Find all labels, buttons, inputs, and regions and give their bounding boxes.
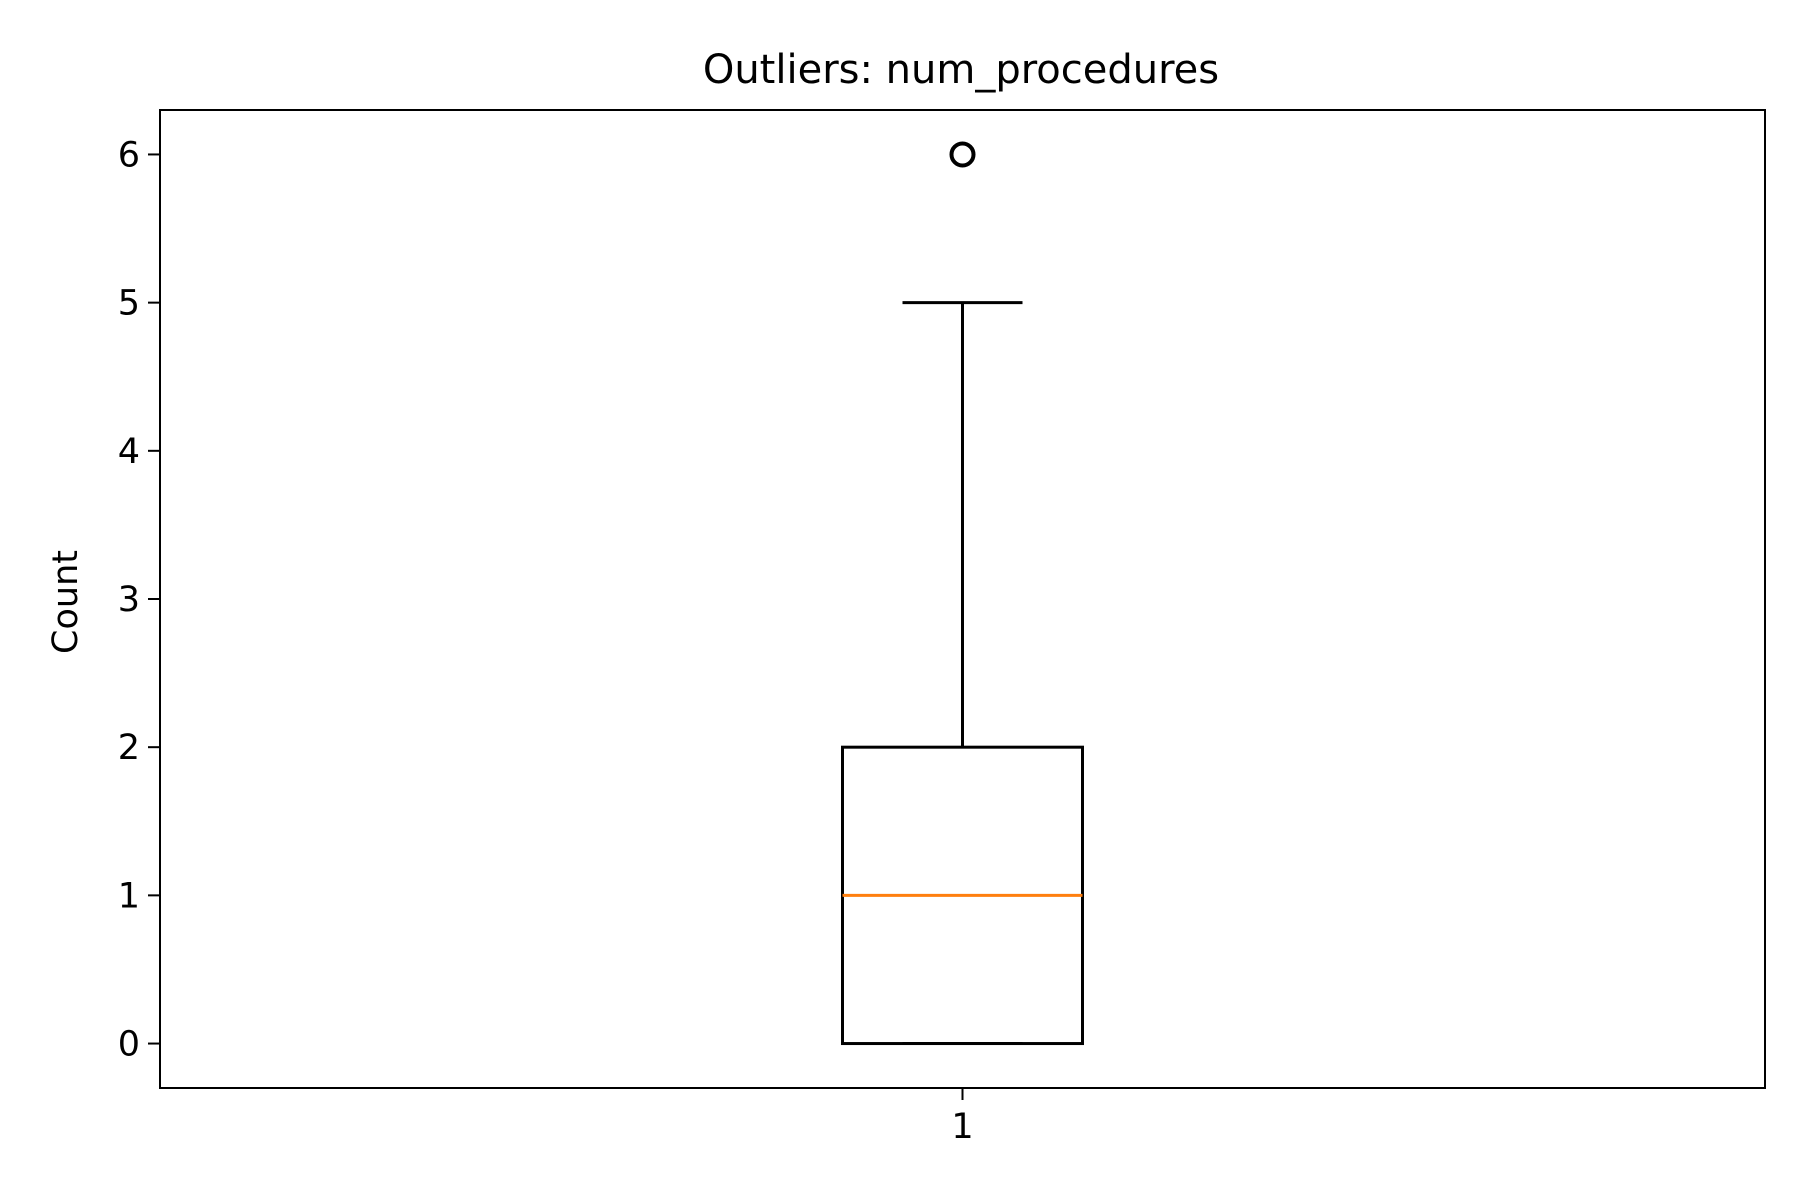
outlier-point bbox=[949, 141, 976, 168]
box-group bbox=[841, 141, 1084, 1046]
y-tick-label: 0 bbox=[118, 1025, 140, 1065]
x-tick-label: 1 bbox=[951, 1107, 973, 1147]
y-tick-label: 4 bbox=[118, 432, 140, 472]
y-tick-label: 1 bbox=[118, 876, 140, 916]
y-tick-label: 2 bbox=[118, 728, 140, 768]
y-axis-label: Count bbox=[46, 550, 86, 654]
y-tick-label: 5 bbox=[118, 284, 140, 324]
y-tick-label: 6 bbox=[118, 135, 140, 175]
chart-title: Outliers: num_procedures bbox=[703, 47, 1219, 93]
x-axis-ticks: 1 bbox=[951, 1088, 974, 1147]
y-axis-ticks: 0 1 2 3 4 5 6 bbox=[118, 135, 160, 1065]
y-tick-label: 3 bbox=[118, 580, 140, 620]
